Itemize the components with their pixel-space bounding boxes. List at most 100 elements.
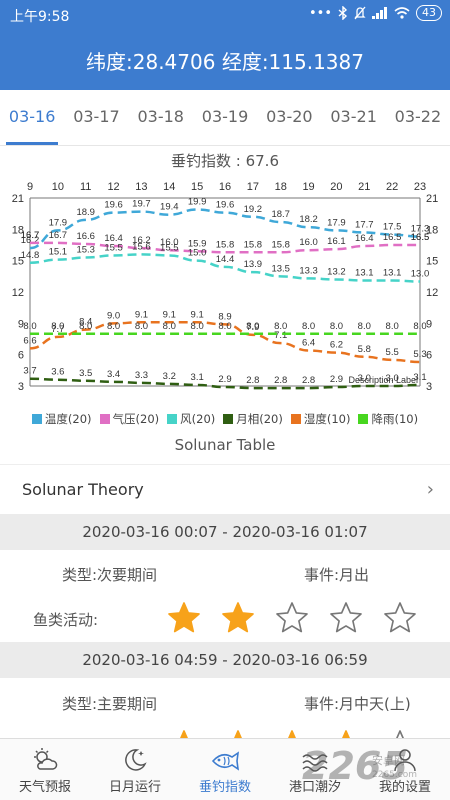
- fishing-index-chart: 垂钓指数 : 67.6 9 10 11 12 13 14 15 16 17 18 19 20 21 22 2…: [0, 146, 450, 436]
- legend-swatch: [358, 414, 369, 424]
- solunar-title: Solunar Table: [174, 436, 276, 454]
- solunar-theory-label: Solunar Theory: [22, 480, 144, 499]
- data-label: 3.1: [413, 372, 426, 383]
- data-label: 3.6: [51, 367, 64, 378]
- x-tick-label: 10: [52, 181, 64, 193]
- data-label: 14.4: [216, 254, 235, 265]
- watermark-sub: 安卓网: [372, 754, 405, 767]
- weather-icon: [34, 748, 58, 770]
- data-label: 15.9: [188, 238, 207, 249]
- chart-title: 垂钓指数 : 67.6: [171, 152, 279, 170]
- location-header: 纬度:28.4706 经度:115.1387: [0, 30, 450, 90]
- nav-label: 天气预报: [18, 780, 71, 795]
- legend-label: 气压(20): [112, 412, 160, 426]
- nav-settings[interactable]: 我的设置: [360, 739, 450, 800]
- nav-port-tide[interactable]: 港口潮汐: [270, 739, 360, 800]
- data-label: 13.1: [355, 268, 374, 279]
- legend-item: 湿度(10): [290, 410, 350, 428]
- coordinates-text: 纬度:28.4706 经度:115.1387: [86, 49, 364, 74]
- data-label: 8.0: [246, 321, 259, 332]
- star-filled-icon: [220, 600, 256, 636]
- legend-swatch: [167, 414, 178, 424]
- nav-label: 垂钓指数: [198, 780, 251, 795]
- y-tick-label: 15: [12, 256, 24, 268]
- nav-fishing-index[interactable]: 垂钓指数: [180, 739, 270, 800]
- x-tick-label: 13: [135, 181, 147, 193]
- battery-indicator: 43: [416, 5, 442, 21]
- x-tick-label: 16: [219, 181, 231, 193]
- status-bar: 上午9:58 ••• 43: [0, 0, 450, 30]
- data-label: 2.8: [274, 375, 287, 386]
- data-label: 19.9: [188, 196, 207, 207]
- legend-item: 月相(20): [223, 410, 283, 428]
- data-label: 8.0: [218, 321, 231, 332]
- data-label: 8.0: [413, 321, 426, 332]
- data-label: 16.1: [327, 236, 346, 247]
- data-label: 3.4: [107, 369, 120, 380]
- legend-label: 温度(20): [44, 412, 92, 426]
- period-type: 类型:主要期间: [62, 695, 158, 713]
- star-empty-icon: [328, 600, 364, 636]
- nav-sun-moon[interactable]: 日月运行: [90, 739, 180, 800]
- data-label: 13.2: [327, 266, 346, 277]
- period-time-range: 2020-03-16 00:07 - 2020-03-16 01:07: [0, 514, 450, 550]
- tab-03-22[interactable]: 03-22: [394, 107, 442, 126]
- data-label: 9.0: [107, 310, 120, 321]
- mute-icon: [354, 6, 366, 20]
- data-label: 15.3: [76, 245, 95, 256]
- data-label: 3.7: [23, 366, 36, 377]
- data-label: 7.7: [51, 324, 64, 335]
- data-label: 8.0: [191, 321, 204, 332]
- data-label: 16.7: [21, 230, 40, 241]
- x-tick-label: 15: [191, 181, 203, 193]
- moon-icon: [125, 749, 147, 771]
- tab-03-16[interactable]: 03-16: [0, 90, 64, 145]
- data-label: 15.6: [132, 241, 151, 252]
- data-label: 15.8: [244, 239, 263, 250]
- solunar-theory-row[interactable]: Solunar Theory ›: [0, 464, 450, 514]
- nav-weather[interactable]: 天气预报: [0, 739, 90, 800]
- data-label: 16.2: [132, 235, 151, 246]
- series-line: [29, 208, 421, 250]
- tab-03-18[interactable]: 03-18: [137, 107, 184, 126]
- period-type: 类型:次要期间: [62, 566, 158, 584]
- y-tick-label: 12: [426, 287, 438, 299]
- data-label: 19.7: [132, 199, 151, 210]
- data-label: 16.5: [411, 232, 430, 243]
- data-label: 8.0: [135, 321, 148, 332]
- tab-03-19[interactable]: 03-19: [201, 107, 249, 126]
- x-tick-label: 12: [107, 181, 119, 193]
- data-label: 18.2: [299, 214, 318, 225]
- data-label: 8.0: [51, 321, 64, 332]
- y-tick-label: 9: [18, 318, 24, 330]
- x-tick-label: 14: [163, 181, 175, 193]
- period-info-row: 类型:次要期间 事件:月出: [0, 554, 450, 594]
- tab-03-21[interactable]: 03-21: [330, 107, 377, 126]
- x-tick-label: 20: [330, 181, 342, 193]
- data-label: 16.4: [355, 233, 374, 244]
- data-label: 15.0: [188, 248, 207, 259]
- fish-activity-row: 鱼类活动:: [0, 594, 450, 644]
- legend-label: 风(20): [180, 412, 216, 426]
- data-label: 8.9: [218, 311, 231, 322]
- tab-03-17[interactable]: 03-17: [73, 107, 120, 126]
- chart-svg: 9 10 11 12 13 14 15 16 17 18 19 20 21 22 23 3 3 6 6 9 9 12 12 1…: [12, 181, 439, 393]
- fish-activity-label: 鱼类活动:: [33, 611, 99, 629]
- x-tick-label: 23: [414, 181, 426, 193]
- data-label: 5.8: [358, 344, 371, 355]
- tab-03-20[interactable]: 03-20: [266, 107, 313, 126]
- period-info-row: 类型:主要期间 事件:月中天(上): [0, 683, 450, 723]
- data-label: 8.0: [107, 321, 120, 332]
- y-tick-label: 6: [18, 350, 24, 362]
- date-tabs: 03-16 03-17 03-18 03-19 03-20 03-21 03-2…: [0, 90, 450, 146]
- data-label: 2.9: [218, 374, 231, 385]
- data-label: 8.0: [358, 321, 371, 332]
- user-icon: [394, 749, 416, 772]
- wifi-icon: [394, 7, 410, 19]
- data-label: 16.0: [160, 237, 179, 248]
- chevron-right-icon: ›: [426, 479, 434, 500]
- watermark-text: 2265: [302, 744, 408, 788]
- data-label: 17.7: [355, 219, 374, 230]
- data-label: 3.3: [135, 370, 148, 381]
- data-label: 19.6: [216, 200, 235, 211]
